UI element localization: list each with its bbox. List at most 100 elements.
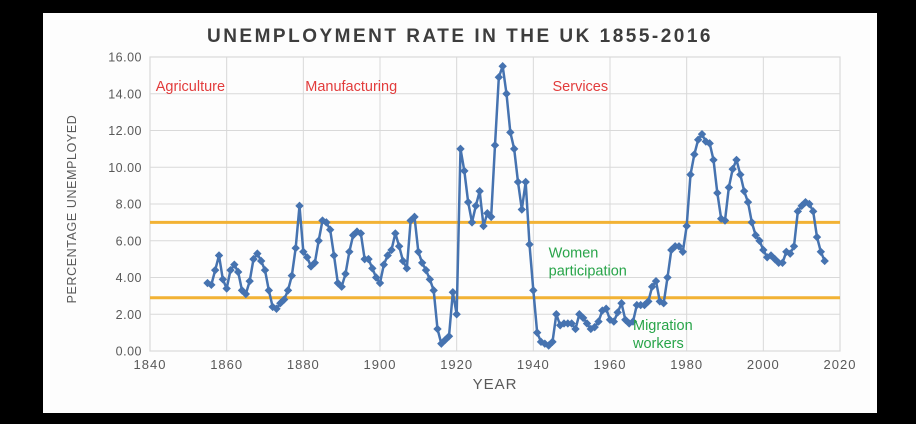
data-point-marker bbox=[448, 288, 458, 297]
data-point-marker bbox=[322, 218, 331, 227]
data-point-marker bbox=[598, 306, 607, 315]
data-point-marker bbox=[207, 280, 216, 290]
data-point-marker bbox=[575, 310, 584, 319]
y-tick-label: 2.00 bbox=[116, 308, 142, 322]
data-point-marker bbox=[820, 256, 829, 266]
data-point-marker bbox=[214, 251, 224, 260]
data-point-marker bbox=[552, 310, 561, 319]
data-point-marker bbox=[747, 218, 757, 227]
data-point-marker bbox=[241, 289, 251, 299]
data-point-marker bbox=[701, 137, 711, 146]
x-tick-labels: 1840 1860 1880 1900 1920 1940 1960 1980 2000 2020 bbox=[134, 357, 856, 372]
data-point-marker bbox=[299, 247, 308, 256]
data-point-marker bbox=[571, 324, 580, 334]
data-point-marker bbox=[394, 242, 404, 251]
data-point-marker bbox=[582, 319, 592, 328]
data-point-marker bbox=[467, 218, 477, 227]
data-point-marker bbox=[352, 227, 362, 236]
data-point-marker bbox=[808, 207, 818, 216]
data-point-marker bbox=[751, 231, 760, 240]
data-point-marker bbox=[759, 245, 768, 255]
data-point-marker bbox=[739, 186, 749, 196]
data-point-marker bbox=[425, 275, 435, 284]
data-point-marker bbox=[471, 201, 481, 211]
data-point-marker bbox=[613, 308, 622, 317]
data-point-marker bbox=[724, 183, 734, 192]
data-point-marker bbox=[233, 267, 243, 277]
data-point-marker bbox=[295, 201, 304, 211]
data-point-marker bbox=[410, 212, 419, 222]
data-point-marker bbox=[785, 249, 795, 258]
data-point-marker bbox=[532, 328, 542, 337]
annotation-services: Services bbox=[553, 79, 609, 95]
x-tick-label: 1980 bbox=[670, 357, 703, 372]
x-tick-label: 1960 bbox=[594, 357, 627, 372]
data-point-marker bbox=[490, 141, 500, 150]
data-point-marker bbox=[429, 286, 438, 295]
plot-border bbox=[149, 56, 841, 352]
annotation-migration-workers: Migration bbox=[633, 318, 693, 334]
data-point-marker bbox=[755, 236, 764, 245]
data-point-marker bbox=[253, 249, 262, 258]
data-point-marker bbox=[402, 264, 412, 273]
data-point-marker bbox=[325, 225, 335, 234]
data-point-marker bbox=[621, 315, 630, 324]
data-point-marker bbox=[628, 317, 638, 326]
data-point-marker bbox=[475, 186, 484, 196]
data-point-marker bbox=[256, 256, 266, 266]
data-point-marker bbox=[479, 221, 488, 231]
data-point-marker bbox=[678, 247, 688, 256]
data-point-marker bbox=[705, 139, 714, 148]
annotation-women-participation: participation bbox=[549, 263, 627, 279]
data-point-marker bbox=[494, 73, 504, 82]
data-point-marker bbox=[513, 177, 523, 187]
data-point-marker bbox=[521, 177, 530, 187]
data-point-marker bbox=[417, 258, 427, 267]
data-point-marker bbox=[567, 319, 576, 328]
y-tick-label: 12.00 bbox=[108, 124, 142, 138]
data-point-marker bbox=[601, 304, 611, 313]
y-tick-label: 6.00 bbox=[116, 234, 142, 248]
data-point-marker bbox=[486, 212, 496, 222]
data-point-marker bbox=[812, 232, 822, 242]
data-point-marker bbox=[617, 299, 626, 308]
data-point-marker bbox=[391, 229, 400, 238]
data-point-marker bbox=[291, 243, 300, 253]
data-point-marker bbox=[506, 128, 515, 137]
data-point-marker bbox=[237, 286, 247, 295]
data-point-marker bbox=[245, 276, 254, 286]
data-point-marker bbox=[778, 258, 787, 267]
data-point-marker bbox=[302, 253, 312, 262]
annotation-women-participation: Women bbox=[549, 245, 599, 261]
data-point-marker bbox=[732, 155, 741, 165]
data-point-marker bbox=[655, 297, 665, 306]
data-point-marker bbox=[647, 282, 657, 291]
data-point-marker bbox=[345, 247, 354, 256]
data-point-marker bbox=[433, 324, 442, 334]
data-point-marker bbox=[460, 166, 469, 176]
chart-panel: 0.00 2.00 4.00 6.00 8.00 10.00 12.00 14.00 16.00… bbox=[43, 13, 877, 413]
y-tick-labels: 0.00 2.00 4.00 6.00 8.00 10.00 12.00 14.00 16.00 bbox=[108, 51, 142, 359]
data-point-marker bbox=[525, 240, 534, 249]
data-point-marker bbox=[218, 275, 228, 284]
data-point-marker bbox=[421, 265, 431, 275]
data-point-marker bbox=[498, 61, 507, 71]
data-point-marker bbox=[356, 229, 366, 238]
x-tick-label: 1860 bbox=[210, 357, 243, 372]
x-tick-label: 1880 bbox=[287, 357, 320, 372]
data-point-marker bbox=[743, 197, 753, 207]
data-point-marker bbox=[502, 89, 511, 98]
data-point-marker bbox=[379, 260, 389, 269]
data-point-marker bbox=[816, 247, 826, 256]
y-tick-label: 8.00 bbox=[116, 198, 142, 212]
data-point-marker bbox=[398, 256, 408, 266]
annotation-migration-workers: workers bbox=[632, 336, 684, 352]
data-point-marker bbox=[586, 324, 596, 334]
data-point-marker bbox=[713, 188, 722, 198]
data-point-marker bbox=[264, 286, 274, 295]
x-tick-label: 2000 bbox=[747, 357, 780, 372]
data-point-marker bbox=[789, 242, 799, 251]
data-point-marker bbox=[287, 271, 297, 280]
y-tick-label: 10.00 bbox=[108, 161, 142, 175]
